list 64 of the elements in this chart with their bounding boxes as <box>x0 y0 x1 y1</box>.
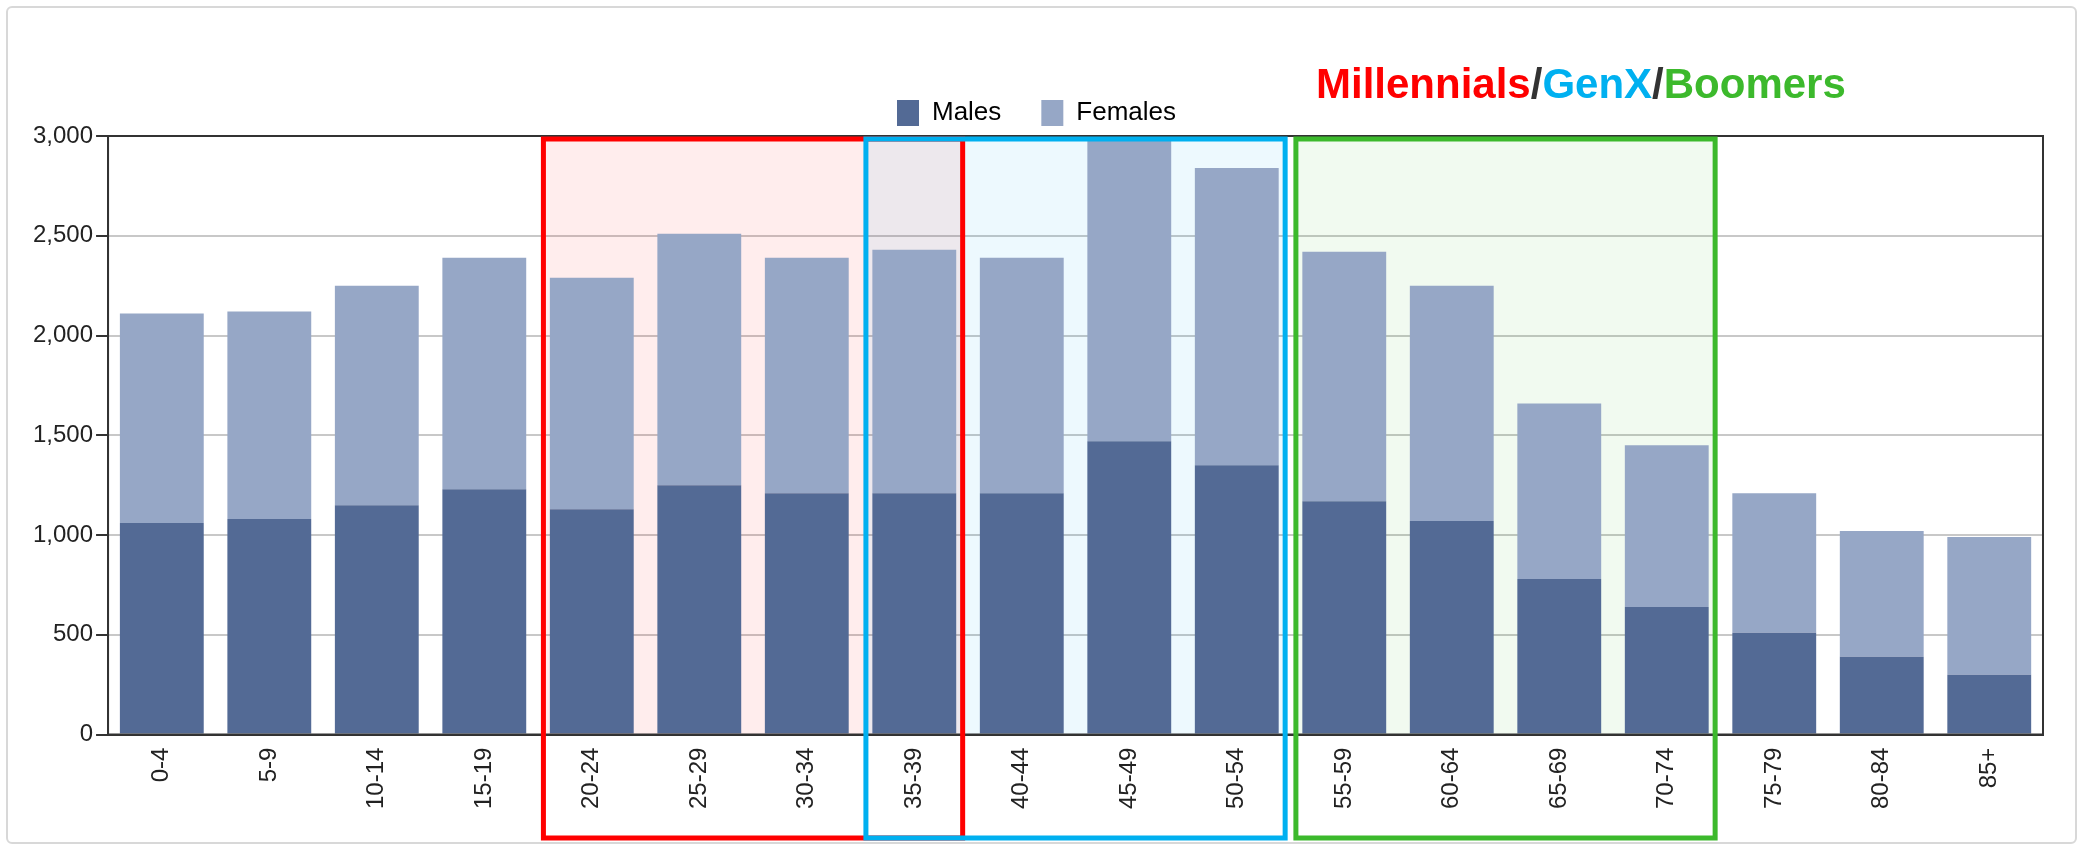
bar <box>1732 632 1817 734</box>
bar <box>1947 537 2032 675</box>
bar <box>657 233 742 486</box>
bar <box>1624 445 1709 607</box>
bar <box>1839 531 1924 657</box>
bar <box>1517 578 1602 734</box>
bar <box>334 285 419 506</box>
bar <box>1839 656 1924 734</box>
bar <box>1517 403 1602 579</box>
y-tick-label: 2,000 <box>33 320 94 348</box>
bar <box>119 313 204 524</box>
bar <box>1302 501 1387 734</box>
legend-label: Males <box>931 96 1002 127</box>
bar <box>979 493 1064 734</box>
x-tick-label: 80-84 <box>1866 747 1894 810</box>
y-tick-label: 2,500 <box>33 220 94 248</box>
x-tick-label: 15-19 <box>468 747 496 810</box>
x-tick-label: 65-69 <box>1543 747 1571 810</box>
bar <box>442 257 527 490</box>
bar <box>549 277 634 510</box>
y-tick-label: 3,000 <box>33 120 94 148</box>
x-tick-label: 30-34 <box>791 747 819 810</box>
y-tick-label: 0 <box>79 719 94 747</box>
y-tick-label: 1,000 <box>33 519 94 547</box>
x-tick-label: 75-79 <box>1758 747 1786 810</box>
x-tick-label: 0-4 <box>146 747 174 783</box>
x-tick-label: 10-14 <box>361 747 389 810</box>
bar <box>1624 606 1709 734</box>
bar <box>872 249 957 494</box>
x-tick-label: 5-9 <box>253 747 281 783</box>
bar <box>1087 139 1172 442</box>
bar <box>1302 251 1387 502</box>
bar <box>227 519 312 734</box>
bar <box>764 493 849 734</box>
bar <box>1087 441 1172 734</box>
y-tick-label: 500 <box>53 619 94 647</box>
bar <box>334 505 419 734</box>
x-tick-label: 60-64 <box>1436 747 1464 810</box>
bar <box>119 523 204 734</box>
x-tick-label: 70-74 <box>1651 747 1679 810</box>
bar <box>442 489 527 734</box>
x-tick-label: 35-39 <box>898 747 926 810</box>
chart-title: Millennials/GenX/Boomers <box>1316 60 1846 107</box>
x-tick-label: 85+ <box>1973 747 2001 789</box>
bar <box>1409 521 1494 734</box>
x-tick-label: 25-29 <box>683 747 711 810</box>
bar <box>549 509 634 734</box>
bar <box>1194 465 1279 734</box>
bar <box>872 493 957 734</box>
bar <box>764 257 849 494</box>
bar <box>1947 674 2032 734</box>
x-tick-label: 55-59 <box>1328 747 1356 810</box>
x-tick-label: 50-54 <box>1221 747 1249 810</box>
bar <box>657 485 742 734</box>
x-tick-label: 20-24 <box>576 747 604 810</box>
bar <box>227 311 312 520</box>
y-tick-label: 1,500 <box>33 419 94 447</box>
bar <box>1409 285 1494 522</box>
bar <box>979 257 1064 494</box>
x-tick-label: 40-44 <box>1006 747 1034 810</box>
legend-label: Females <box>1076 96 1177 127</box>
x-tick-label: 45-49 <box>1113 747 1141 810</box>
bar <box>1194 167 1279 466</box>
bar <box>1732 493 1817 633</box>
